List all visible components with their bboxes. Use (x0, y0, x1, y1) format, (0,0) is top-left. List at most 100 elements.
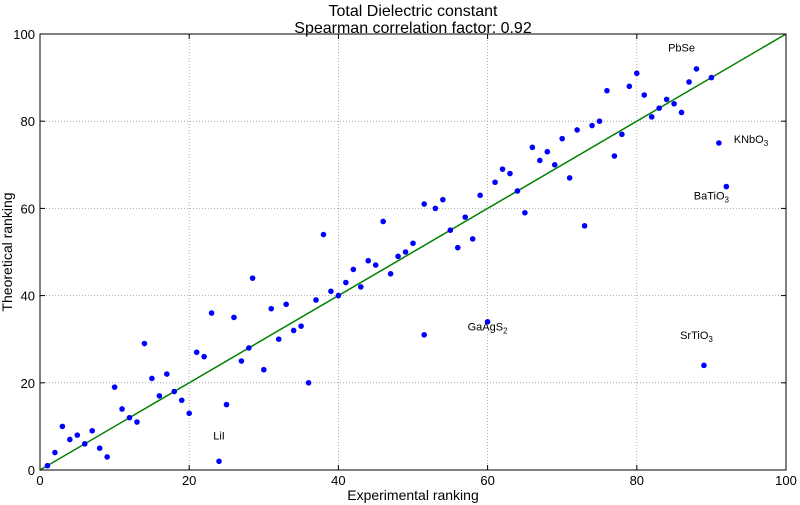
data-point (656, 105, 662, 111)
data-point (402, 249, 409, 255)
data-point (67, 436, 73, 443)
data-point (671, 100, 677, 107)
data-point (372, 262, 379, 268)
data-point (559, 135, 565, 142)
data-point (619, 131, 625, 138)
data-point (454, 244, 461, 251)
data-point (350, 266, 357, 273)
data-point (52, 449, 58, 456)
data-point (126, 414, 133, 421)
data-point (708, 74, 715, 81)
data-point (320, 231, 327, 238)
data-point (421, 201, 427, 207)
data-point (604, 87, 610, 94)
data-point (208, 310, 215, 316)
data-point (305, 380, 312, 386)
data-point (551, 162, 558, 168)
data-point (484, 318, 491, 325)
data-point (89, 427, 96, 434)
y-tick-label: 40 (21, 289, 35, 304)
y-tick-label: 80 (21, 114, 35, 129)
data-point (678, 109, 685, 116)
data-point (44, 462, 51, 469)
data-point (380, 218, 386, 225)
data-point (596, 118, 603, 124)
data-point (387, 271, 394, 277)
plot-frame (39, 33, 787, 471)
data-point (544, 148, 551, 155)
point-annotation: LiI (213, 430, 225, 442)
data-point (261, 366, 267, 373)
data-point (507, 170, 513, 177)
data-point (611, 153, 618, 159)
data-point (537, 157, 543, 164)
axis-ticks: 0 20 40 60 80 100 0 20 40 60 80 100 (13, 27, 797, 488)
x-tick-label: 100 (775, 473, 797, 488)
data-point (298, 323, 304, 329)
data-point (81, 441, 88, 447)
data-point (186, 410, 192, 417)
chart-subtitle: Spearman correlation factor: 0.92 (294, 20, 532, 37)
data-point (119, 406, 125, 412)
data-point (641, 92, 648, 98)
data-point (589, 122, 595, 129)
data-point (193, 349, 200, 356)
data-point (469, 236, 476, 242)
data-point (246, 345, 252, 351)
data-point (134, 419, 140, 425)
point-annotations: PbSe KNbO3 BaTiO3 GaAgS2 SrTiO3 LiI (213, 42, 769, 442)
data-points (44, 66, 730, 469)
data-point (529, 144, 536, 151)
point-annotation: KNbO3 (734, 134, 769, 148)
data-point (574, 127, 580, 133)
data-point (716, 140, 722, 146)
data-point (141, 340, 148, 347)
x-tick-label: 80 (630, 473, 644, 488)
data-point (201, 353, 207, 360)
data-point (440, 196, 446, 203)
data-point (477, 192, 483, 199)
data-point (492, 179, 498, 186)
data-point (357, 284, 364, 290)
data-point (432, 205, 439, 212)
data-point (96, 445, 103, 452)
data-point (104, 454, 110, 460)
y-axis-label: Theoretical ranking (0, 192, 15, 311)
x-tick-label: 40 (331, 473, 345, 488)
data-point (223, 401, 230, 408)
data-point (648, 114, 655, 120)
grid (40, 34, 786, 470)
y-tick-label: 60 (21, 201, 35, 216)
data-point (111, 384, 118, 390)
point-annotation: BaTiO3 (694, 191, 730, 205)
data-point (238, 358, 245, 364)
data-point (410, 240, 416, 247)
data-point (178, 397, 185, 404)
data-point (171, 388, 178, 395)
point-annotation: SrTiO3 (680, 330, 713, 344)
y-tick-label: 100 (13, 27, 35, 42)
data-point (290, 327, 297, 334)
data-point (268, 305, 275, 312)
data-point (634, 70, 640, 77)
data-point (395, 253, 401, 260)
data-point (522, 209, 528, 216)
data-point (462, 214, 469, 220)
x-tick-label: 60 (480, 473, 494, 488)
chart-title: Total Dielectric constant (329, 3, 499, 20)
y-tick-label: 20 (21, 376, 35, 391)
data-point (59, 423, 66, 430)
data-point (447, 227, 454, 233)
data-point (275, 336, 282, 343)
data-point (216, 458, 222, 465)
data-point (283, 301, 289, 308)
x-axis-label: Experimental ranking (347, 487, 479, 503)
data-point (499, 166, 506, 172)
data-point (328, 288, 334, 295)
data-point (365, 257, 372, 264)
reference-line (39, 33, 787, 471)
x-tick-label: 20 (182, 473, 196, 488)
data-point (313, 297, 319, 303)
data-point (343, 279, 349, 286)
data-point (693, 66, 700, 72)
